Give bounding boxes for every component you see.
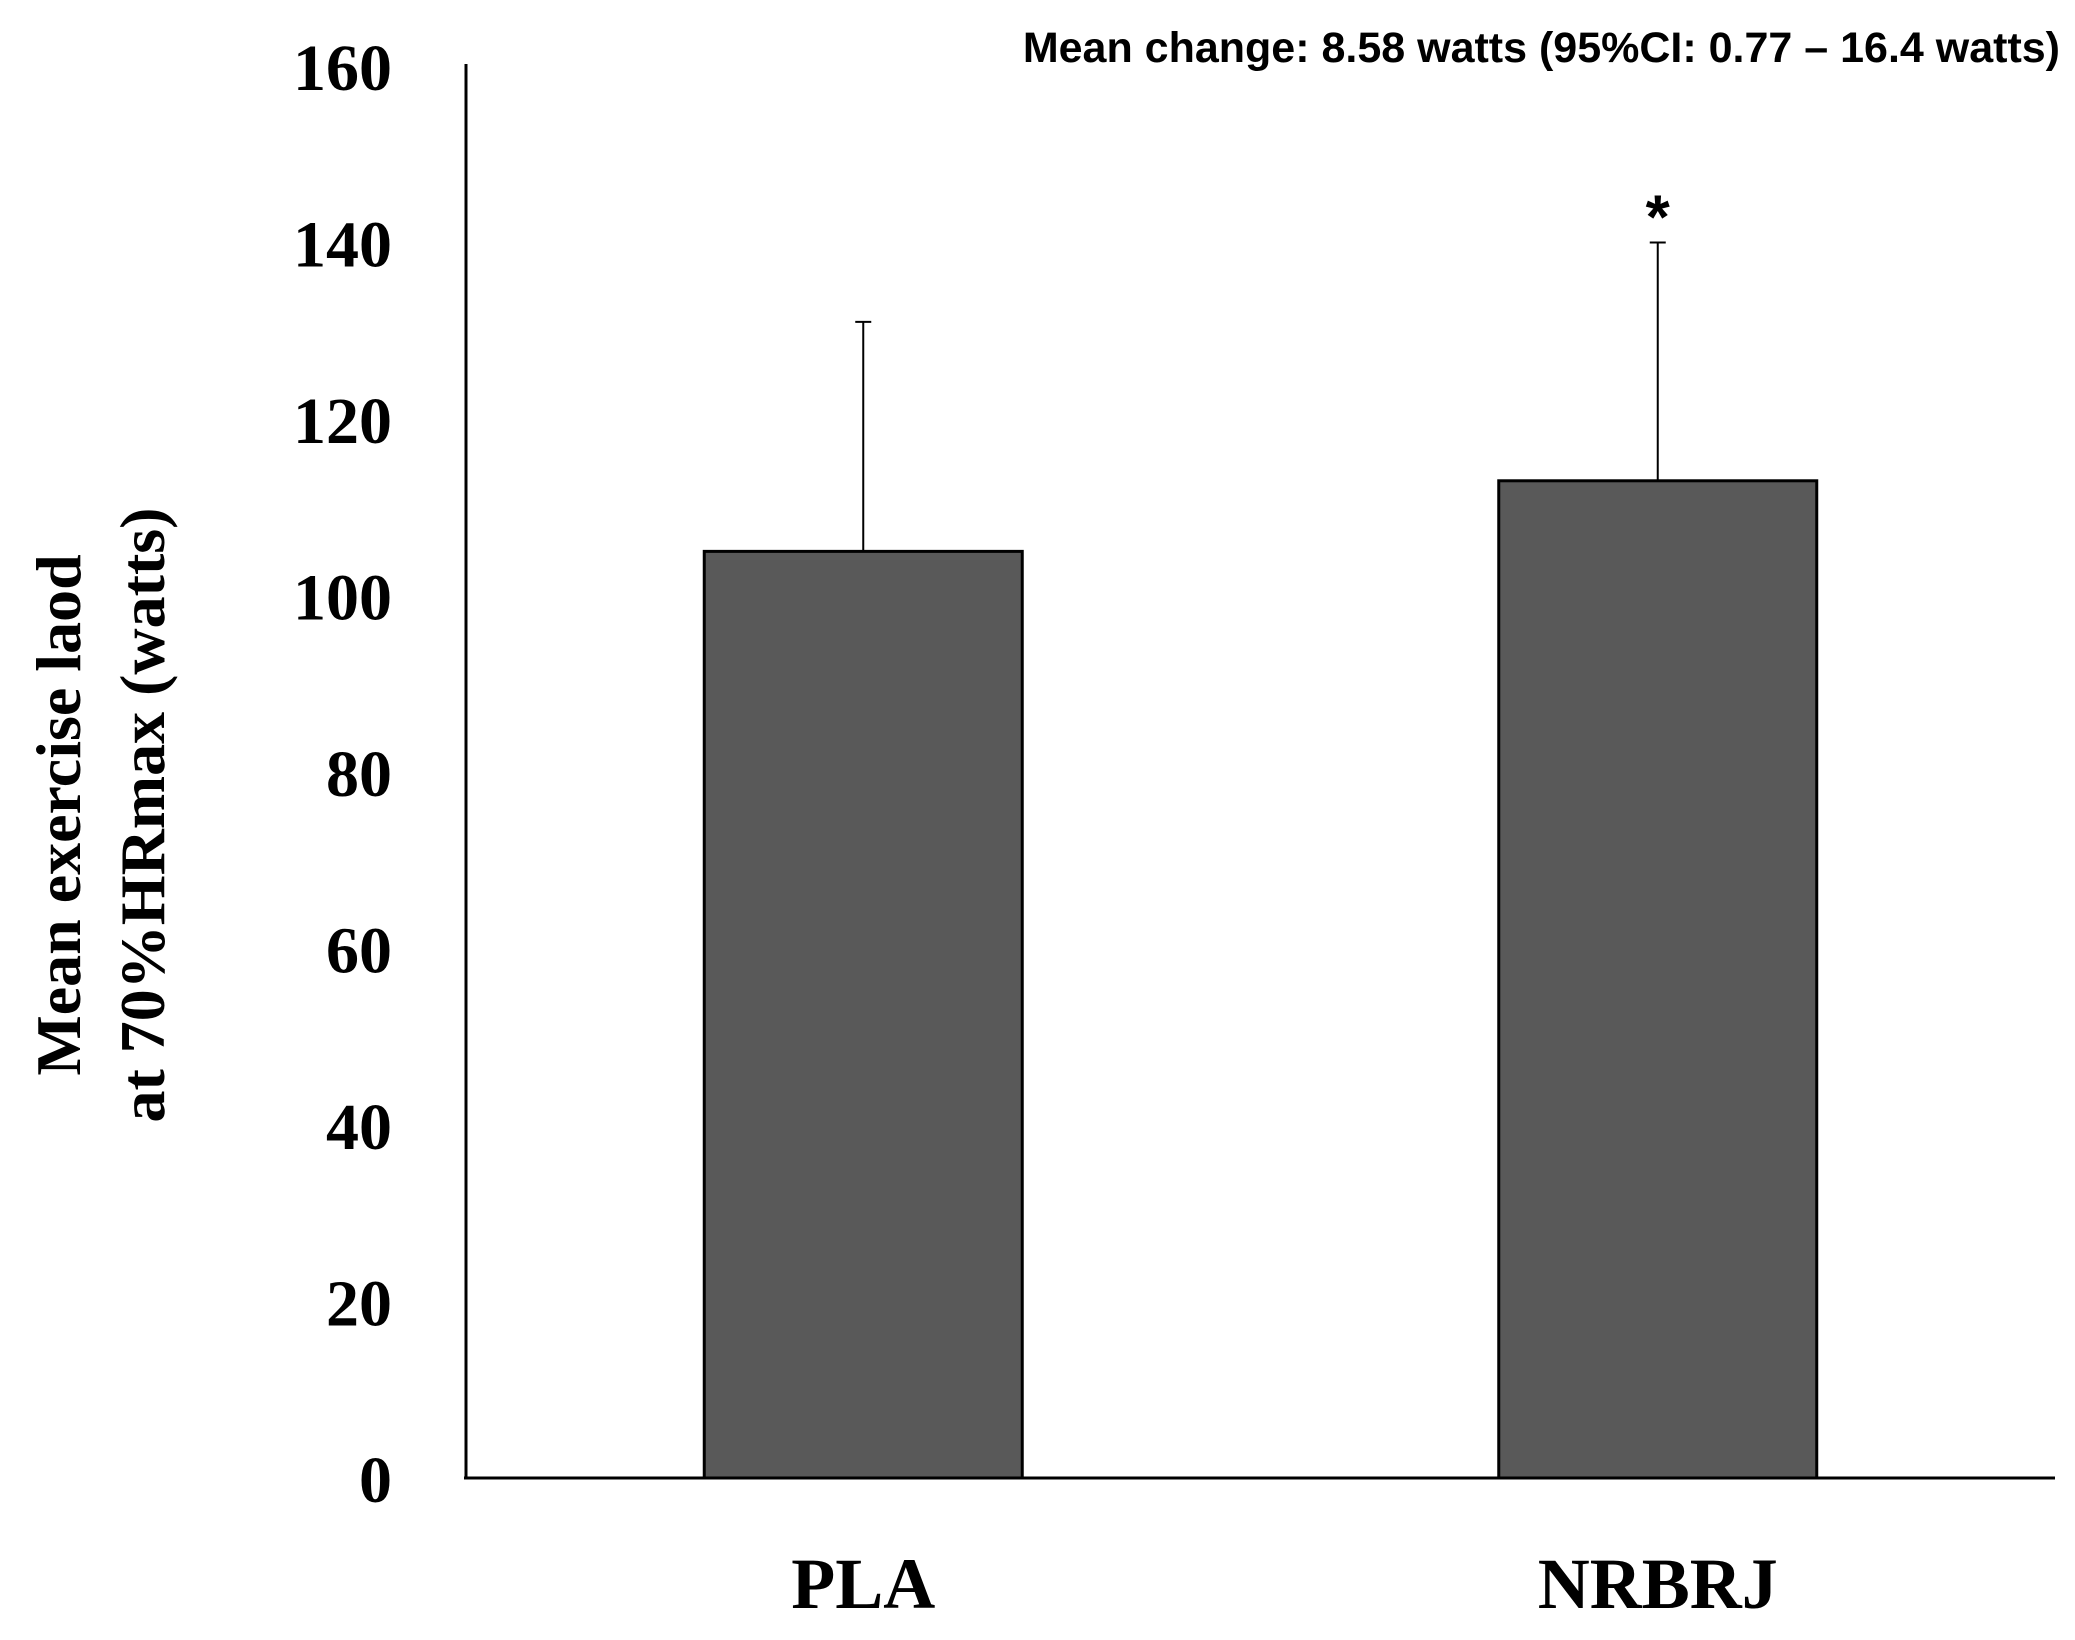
y-tick-label: 120 [293,385,392,458]
x-axis-labels: PLA NRBRJ [791,1544,1778,1624]
y-axis-title-line2: at 70%HRmax (watts) [107,508,178,1123]
y-tick-label: 100 [293,562,392,635]
y-tick-label: 140 [293,209,392,282]
y-axis-ticks: 0 20 40 60 80 100 120 140 160 [293,32,392,1517]
y-tick-label: 160 [293,32,392,105]
y-tick-label: 80 [326,738,392,811]
y-tick-label: 60 [326,915,392,988]
bars: * [702,184,1819,1480]
y-tick-label: 40 [326,1091,392,1164]
significance-marker: * [1646,184,1671,253]
bar [702,549,1024,1480]
chart-annotation: Mean change: 8.58 watts (95%CI: 0.77 – 1… [1023,24,2060,72]
y-axis-title-line1: Mean exercise laod [23,554,94,1075]
x-tick-label: NRBRJ [1538,1544,1778,1624]
y-axis-title: Mean exercise laod at 70%HRmax (watts) [23,508,178,1123]
bar [1497,479,1819,1480]
y-tick-label: 20 [326,1268,392,1341]
y-tick-label: 0 [359,1444,392,1517]
x-tick-label: PLA [791,1544,935,1624]
